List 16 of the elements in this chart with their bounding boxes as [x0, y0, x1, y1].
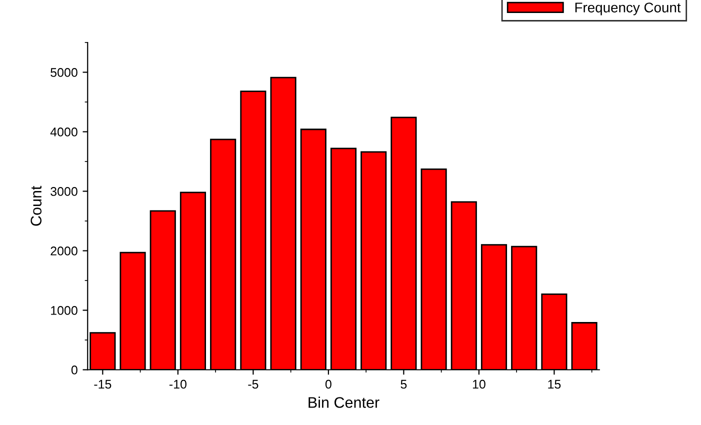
y-tick-label: 2000 — [50, 246, 78, 256]
x-tick-label: 5 — [400, 380, 407, 389]
legend-label: Frequency Count — [575, 2, 681, 16]
y-axis-title: Count — [30, 186, 42, 226]
x-tick-label: -15 — [94, 380, 112, 389]
y-tick-label: 1000 — [51, 306, 78, 315]
y-tick-label: 5000 — [50, 68, 78, 77]
y-tick-label: 0 — [71, 366, 78, 374]
y-tick-label: 4000 — [50, 128, 78, 136]
y-tick-label: 3000 — [50, 187, 78, 196]
x-tick-label: 10 — [472, 380, 486, 389]
x-tick-label: -10 — [169, 380, 186, 389]
x-tick-label: 15 — [548, 380, 561, 389]
x-tick-label: 0 — [325, 380, 332, 389]
x-axis-title: Bin Center — [308, 396, 380, 408]
x-tick-label: -5 — [248, 380, 258, 389]
